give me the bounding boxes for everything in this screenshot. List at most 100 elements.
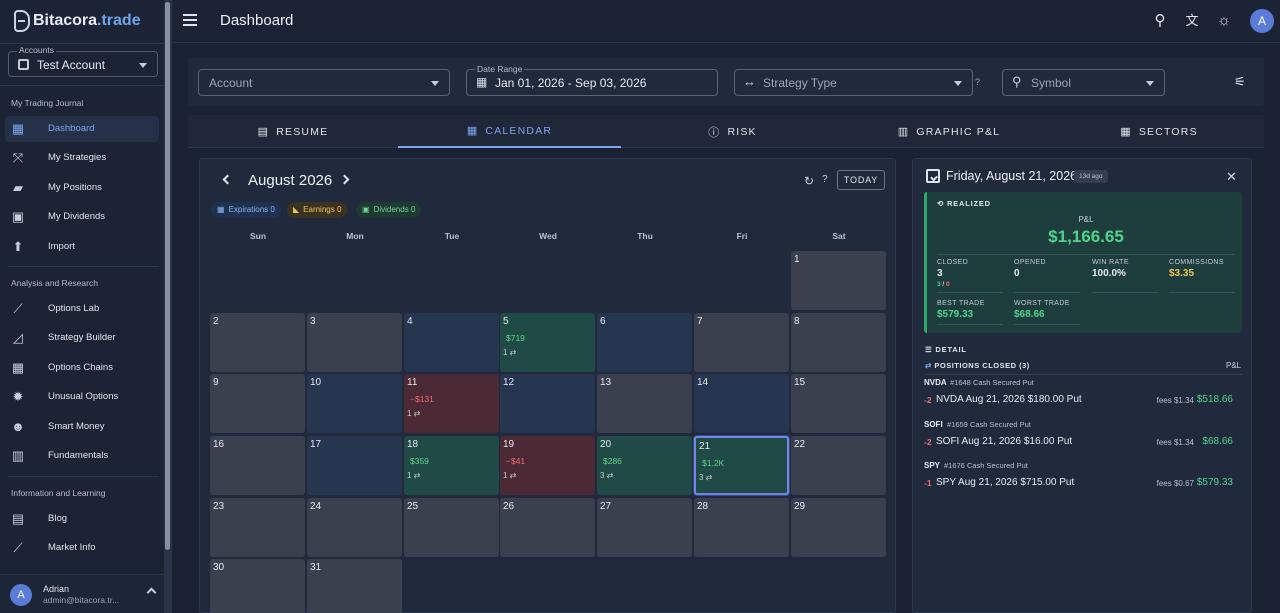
sidebar-item-my-positions[interactable]: ▰ My Positions bbox=[5, 175, 159, 201]
sidebar-item-options-chains[interactable]: ▦ Options Chains bbox=[5, 355, 159, 381]
clear-filters-icon[interactable]: ⚟ bbox=[1234, 74, 1246, 89]
symbol-filter[interactable]: ⚲ Symbol bbox=[1002, 69, 1165, 96]
dashboard-icon: ▦ bbox=[11, 121, 25, 136]
calendar-day-cell[interactable]: 7 bbox=[694, 313, 789, 372]
trade-row[interactable]: SPY #1676 Cash Secured Put -1 SPY Aug 21… bbox=[924, 461, 1242, 501]
strategy-type-filter[interactable]: ↔ Strategy Type bbox=[734, 69, 973, 96]
help-icon[interactable]: ? bbox=[822, 174, 828, 185]
menu-icon[interactable] bbox=[183, 14, 197, 26]
calendar-day-cell[interactable]: 11 −$131 1 ⇄ bbox=[404, 374, 499, 433]
calendar-day-cell[interactable]: 29 bbox=[791, 498, 886, 557]
tab-resume[interactable]: ▤ RESUME bbox=[188, 115, 398, 148]
sidebar-item-blog[interactable]: ▤ Blog bbox=[5, 506, 159, 532]
calendar-day-cell[interactable]: 17 bbox=[307, 436, 402, 495]
calendar-day-cell[interactable]: 8 bbox=[791, 313, 886, 372]
previous-month-icon[interactable] bbox=[222, 174, 233, 185]
date-range-field[interactable]: Date Range ▦ Jan 01, 2026 - Sep 03, 2026 bbox=[466, 64, 718, 96]
caret-down-icon bbox=[139, 63, 147, 68]
calendar-day-cell[interactable]: 21 $1.2K 3 ⇄ bbox=[694, 436, 789, 495]
stat-label: COMMISSIONS bbox=[1169, 259, 1224, 266]
day-number: 19 bbox=[503, 439, 515, 450]
sidebar-item-market-info[interactable]: ⟋ Market Info bbox=[5, 535, 159, 561]
account-filter[interactable]: Account bbox=[198, 69, 450, 96]
divider bbox=[937, 324, 1003, 325]
day-number: 24 bbox=[310, 501, 322, 512]
theme-toggle-icon[interactable]: ☼ bbox=[1217, 12, 1231, 29]
stat-value: $579.33 bbox=[937, 309, 974, 320]
calendar-day-cell[interactable]: 1 bbox=[791, 251, 886, 310]
sidebar-item-fundamentals[interactable]: ▥ Fundamentals bbox=[5, 443, 159, 469]
calendar-day-cell[interactable]: 10 bbox=[307, 374, 402, 433]
today-button[interactable]: TODAY bbox=[837, 170, 885, 190]
calendar-day-cell[interactable]: 13 bbox=[597, 374, 692, 433]
refresh-icon[interactable]: ↻ bbox=[804, 174, 815, 188]
caret-down-icon bbox=[1146, 81, 1154, 86]
pl-column-header: P&L bbox=[1226, 361, 1242, 370]
calendar-day-cell[interactable]: 30 bbox=[210, 559, 305, 613]
user-menu[interactable]: A Adrian admin@bitacora.tr... bbox=[0, 574, 164, 613]
day-number: 22 bbox=[794, 439, 806, 450]
calendar-day-cell[interactable]: 19 −$41 1 ⇄ bbox=[500, 436, 595, 495]
sidebar-item-my-strategies[interactable]: ⤧ My Strategies bbox=[5, 145, 159, 171]
calendar-day-cell[interactable]: 23 bbox=[210, 498, 305, 557]
sidebar-item-smart-money[interactable]: ☻ Smart Money bbox=[5, 414, 159, 440]
calendar-day-cell[interactable]: 14 bbox=[694, 374, 789, 433]
calendar-day-cell[interactable]: 18 $359 1 ⇄ bbox=[404, 436, 499, 495]
sidebar-item-strategy-builder[interactable]: ◿ Strategy Builder bbox=[5, 325, 159, 351]
tab-label: RESUME bbox=[276, 125, 329, 138]
fees-value: $1.34 bbox=[1173, 396, 1194, 405]
translate-icon[interactable]: 文 bbox=[1185, 13, 1199, 28]
calendar-day-cell[interactable]: 3 bbox=[307, 313, 402, 372]
section-title-information: Information and Learning bbox=[11, 488, 106, 498]
help-icon[interactable]: ? bbox=[975, 77, 981, 87]
calendar-day-cell[interactable]: 26 bbox=[500, 498, 595, 557]
day-detail-panel: Friday, August 21, 2026 13d ago ✕ ⟲ REAL… bbox=[912, 158, 1252, 613]
day-trade-count: 3 ⇄ bbox=[699, 473, 712, 482]
calendar-day-cell[interactable]: 9 bbox=[210, 374, 305, 433]
calendar-day-cell[interactable]: 2 bbox=[210, 313, 305, 372]
sidebar-item-options-lab[interactable]: ⟋ Options Lab bbox=[5, 296, 159, 322]
calendar-day-cell[interactable]: 6 bbox=[597, 313, 692, 372]
sidebar-scrollbar-thumb[interactable] bbox=[165, 2, 170, 550]
sidebar-item-dashboard[interactable]: ▦ Dashboard bbox=[5, 116, 159, 142]
calendar-day-cell[interactable]: 15 bbox=[791, 374, 886, 433]
trade-row[interactable]: SOFI #1659 Cash Secured Put -2 SOFI Aug … bbox=[924, 420, 1242, 460]
sidebar-item-my-dividends[interactable]: ▣ My Dividends bbox=[5, 204, 159, 230]
trade-row[interactable]: NVDA #1648 Cash Secured Put -2 NVDA Aug … bbox=[924, 378, 1242, 418]
tab-risk[interactable]: ⓘ RISK bbox=[621, 115, 844, 148]
sidebar-item-unusual-options[interactable]: ✹ Unusual Options bbox=[5, 384, 159, 410]
pl-value: $1,166.65 bbox=[1048, 227, 1124, 246]
stat-commissions: COMMISSIONS $3.35 bbox=[1169, 259, 1235, 293]
tab-graphic-pl[interactable]: ▥ GRAPHIC P&L bbox=[844, 115, 1054, 148]
calendar-day-cell[interactable]: 25 bbox=[404, 498, 499, 557]
expirations-chip[interactable]: ▦ Expirations 0 bbox=[211, 202, 281, 218]
calendar-day-cell[interactable]: 24 bbox=[307, 498, 402, 557]
calendar-day-cell[interactable]: 22 bbox=[791, 436, 886, 495]
day-trade-count: 1 ⇄ bbox=[503, 471, 516, 480]
avatar[interactable]: A bbox=[1250, 9, 1274, 33]
calendar-day-cell[interactable]: 16 bbox=[210, 436, 305, 495]
calendar-day-cell[interactable]: 4 bbox=[404, 313, 499, 372]
day-pl: −$131 bbox=[410, 394, 434, 404]
user-email: admin@bitacora.tr... bbox=[43, 595, 120, 605]
calendar-day-cell[interactable]: 12 bbox=[500, 374, 595, 433]
calendar-day-cell[interactable]: 27 bbox=[597, 498, 692, 557]
calendar-day-cell[interactable]: 20 $286 3 ⇄ bbox=[597, 436, 692, 495]
calendar-day-cell[interactable]: 28 bbox=[694, 498, 789, 557]
tab-calendar[interactable]: ▦ CALENDAR bbox=[398, 115, 621, 148]
logo[interactable]: Bitacora .trade bbox=[14, 9, 141, 33]
search-icon[interactable]: ⚲ bbox=[1154, 12, 1166, 29]
earnings-chip[interactable]: ◣ Earnings 0 bbox=[287, 202, 348, 218]
calendar-day-cell[interactable]: 5 $719 1 ⇄ bbox=[500, 313, 595, 372]
next-month-icon[interactable] bbox=[339, 174, 350, 185]
dividends-chip[interactable]: ▣ Dividends 0 bbox=[356, 202, 422, 218]
account-icon bbox=[18, 59, 29, 70]
close-icon[interactable]: ✕ bbox=[1226, 169, 1237, 184]
account-select[interactable]: Accounts Test Account bbox=[8, 45, 158, 77]
calendar-day-cell[interactable]: 31 bbox=[307, 559, 402, 613]
tab-sectors[interactable]: ▦ SECTORS bbox=[1054, 115, 1264, 148]
divider bbox=[1169, 292, 1235, 293]
day-pl: $359 bbox=[410, 456, 429, 466]
trade-symbol: SOFI bbox=[924, 420, 943, 429]
sidebar-item-import[interactable]: ⬆ Import bbox=[5, 234, 159, 260]
